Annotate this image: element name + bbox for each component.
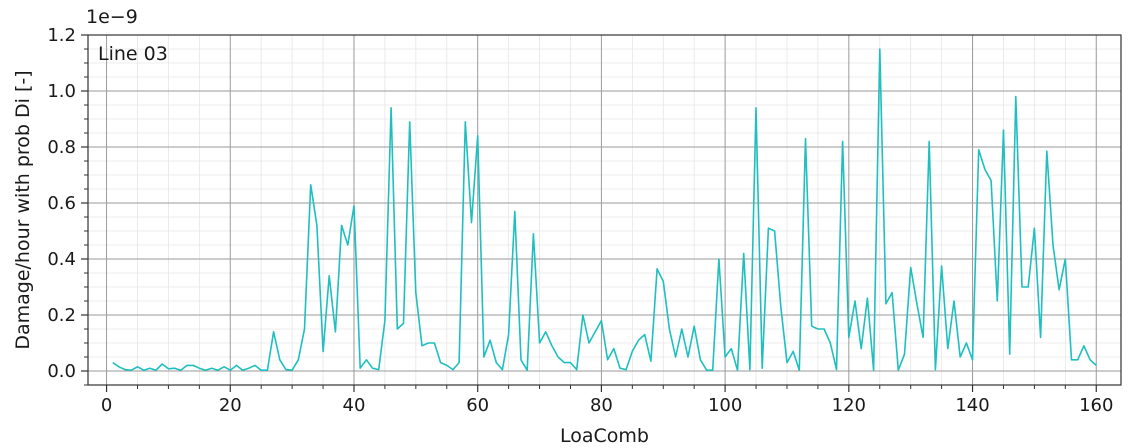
x-tick-label: 140 (955, 395, 989, 416)
plot-frame (87, 34, 1122, 386)
y-tick-label: 0.8 (47, 137, 76, 158)
x-tick-label: 160 (1079, 395, 1113, 416)
y-tick-label: 0.6 (47, 193, 76, 214)
plot-annotation: Line 03 (98, 43, 168, 65)
x-tick-label: 120 (832, 395, 866, 416)
y-tick-label: 1.0 (47, 81, 76, 102)
y-tick-label: 0.2 (47, 305, 76, 326)
x-tick-label: 100 (708, 395, 742, 416)
y-scale-label: 1e−9 (86, 6, 138, 28)
y-tick-label: 0.0 (47, 361, 76, 382)
x-tick-label: 80 (590, 395, 613, 416)
x-axis: 0 20 40 60 80 100 120 140 160 (101, 385, 1113, 416)
x-tick-label: 20 (219, 395, 242, 416)
y-axis-label: Damage/hour with prob Di [-] (12, 70, 34, 349)
y-tick-label: 0.4 (47, 249, 76, 270)
x-tick-label: 0 (101, 395, 112, 416)
series-line (112, 48, 1097, 372)
plot-background (88, 35, 1121, 385)
x-tick-label: 60 (466, 395, 489, 416)
x-axis-label: LoaComb (560, 425, 649, 447)
x-tick-label: 40 (343, 395, 366, 416)
y-tick-label: 1.2 (47, 25, 76, 46)
y-axis: 0.0 0.2 0.4 0.6 0.8 1.0 1.2 (47, 25, 88, 386)
